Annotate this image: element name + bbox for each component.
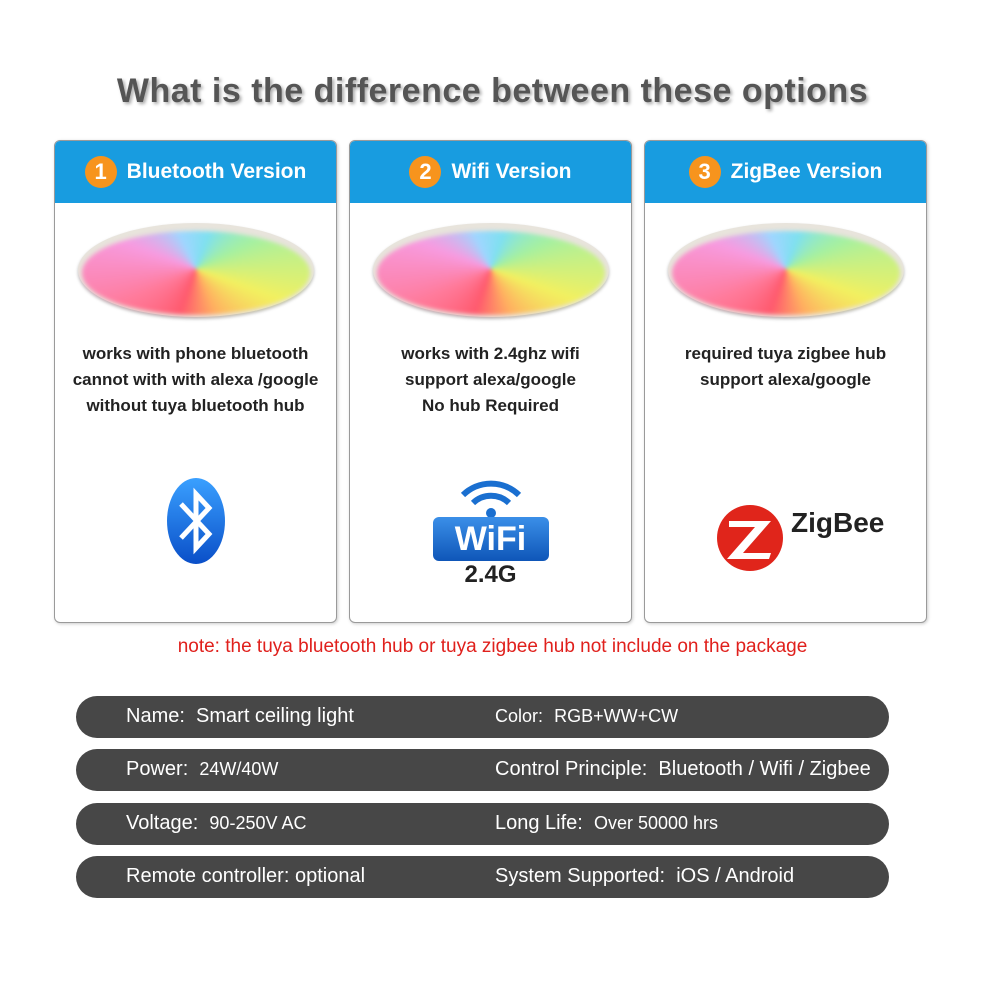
spec-label: Remote controller:: [126, 865, 290, 887]
page-title: What is the difference between these opt…: [116, 72, 869, 110]
desc-line: No hub Required: [422, 396, 559, 415]
spec-row: Remote controller: optional System Suppo…: [76, 856, 889, 898]
card-bluetooth-version: 1 Bluetooth Version works with phone blu…: [54, 140, 337, 623]
spec-value: 24W/40W: [199, 759, 279, 779]
wifi-icon: WiFi 2.4G: [431, 469, 551, 589]
spec-value: Bluetooth / Wifi / Zigbee: [658, 758, 871, 780]
spec-label: Power:: [126, 758, 189, 780]
ceiling-light-image: [667, 223, 904, 317]
spec-row: Name: Smart ceiling light Color: RGB+WW+…: [76, 696, 889, 738]
card-description: works with phone bluetooth cannot with w…: [55, 341, 336, 419]
card-description: works with 2.4ghz wifi support alexa/goo…: [350, 341, 631, 419]
card-zigbee-version: 3 ZigBee Version required tuya zigbee hu…: [644, 140, 927, 623]
spec-label: System Supported:: [495, 865, 666, 887]
card-wifi-version: 2 Wifi Version works with 2.4ghz wifi su…: [349, 140, 632, 623]
desc-line: required tuya zigbee hub: [684, 344, 887, 363]
number-badge: 3: [688, 156, 721, 188]
desc-line: without tuya bluetooth hub: [86, 396, 305, 415]
wifi-logo-text: WiFi: [432, 517, 549, 561]
package-note: note: the tuya bluetooth hub or tuya zig…: [177, 636, 808, 657]
spec-label: Color:: [495, 706, 544, 726]
spec-label: Name:: [126, 705, 185, 727]
spec-value: Over 50000 hrs: [593, 813, 719, 833]
spec-row: Power: 24W/40W Control Principle: Blueto…: [76, 749, 889, 791]
spec-row: Voltage: 90-250V AC Long Life: Over 5000…: [76, 803, 889, 845]
card-title: Wifi Version: [451, 160, 572, 183]
spec-value: 90-250V AC: [209, 813, 307, 833]
card-header: 3 ZigBee Version: [645, 141, 926, 203]
spec-value: iOS / Android: [676, 865, 795, 887]
desc-line: works with phone bluetooth: [82, 344, 309, 363]
number-badge: 1: [84, 156, 117, 188]
card-header: 1 Bluetooth Version: [55, 141, 336, 203]
bluetooth-icon: [166, 478, 225, 564]
spec-value: optional: [294, 865, 366, 887]
spec-value: Smart ceiling light: [196, 705, 354, 727]
zigbee-logo-text: ZigBee: [791, 507, 885, 538]
ceiling-light-image: [77, 223, 314, 317]
desc-line: support alexa/google: [405, 370, 576, 389]
ceiling-light-image: [372, 223, 609, 317]
spec-label: Long Life:: [495, 812, 583, 834]
card-title: Bluetooth Version: [126, 160, 307, 183]
number-badge: 2: [409, 156, 442, 188]
desc-line: cannot with with alexa /google: [72, 370, 319, 389]
card-title: ZigBee Version: [730, 160, 883, 183]
spec-label: Control Principle:: [495, 758, 648, 780]
wifi-band-text: 2.4G: [464, 561, 517, 588]
desc-line: works with 2.4ghz wifi: [401, 344, 580, 363]
desc-line: support alexa/google: [700, 370, 871, 389]
spec-value: RGB+WW+CW: [554, 706, 679, 726]
card-description: required tuya zigbee hub support alexa/g…: [645, 341, 926, 393]
card-header: 2 Wifi Version: [350, 141, 631, 203]
spec-label: Voltage:: [126, 812, 199, 834]
zigbee-icon: ZigBee: [715, 503, 884, 573]
